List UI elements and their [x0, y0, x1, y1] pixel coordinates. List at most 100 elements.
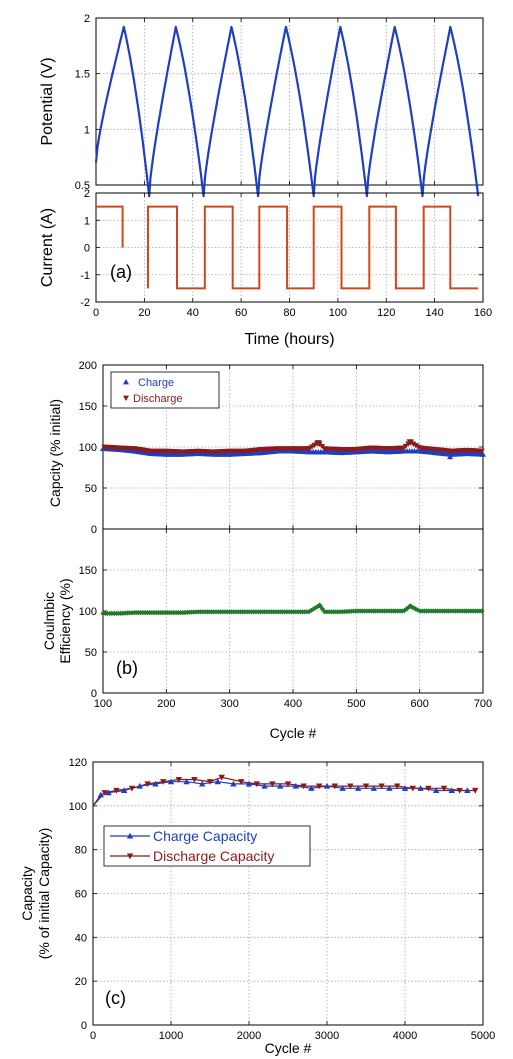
- discharge-capacity-point: [191, 776, 198, 783]
- discharge-capacity-point: [128, 785, 136, 792]
- y-axis-label-line: Coulmbic: [41, 592, 57, 650]
- y-tick-label: 200: [79, 360, 97, 372]
- plot-frame: [95, 192, 484, 303]
- charge-capacity-point: [292, 782, 299, 789]
- efficiency-point: [310, 606, 317, 612]
- efficiency-point: [404, 606, 410, 612]
- x-axis-label: Time (hours): [244, 331, 334, 348]
- charge-capacity-point: [370, 785, 377, 791]
- legend-charge-label: Charge Capacity: [153, 828, 257, 844]
- y-axis-label-line: Capacity: [19, 866, 35, 920]
- plot-frame: [92, 761, 484, 1026]
- x-tick-label: 3000: [315, 1030, 339, 1042]
- discharge-point: [410, 441, 417, 447]
- charge-point: [447, 453, 454, 460]
- panel-label: (c): [105, 988, 126, 1008]
- charge-capacity-point: [448, 787, 455, 794]
- x-tick-label: 200: [157, 698, 175, 710]
- discharge-capacity-point: [347, 783, 354, 790]
- y-tick-label: 40: [75, 932, 87, 944]
- y-tick-label: 0: [84, 243, 90, 255]
- x-tick-label: 160: [474, 307, 492, 319]
- efficiency-point: [308, 607, 314, 613]
- legend-charge-marker: [123, 379, 129, 385]
- charge-capacity-point: [167, 778, 175, 785]
- efficiency-point: [479, 608, 485, 614]
- y-tick-label: 1.5: [75, 69, 90, 81]
- x-tick-label: 140: [425, 307, 443, 319]
- discharge-capacity-point: [253, 781, 260, 788]
- y-tick-label: 2: [84, 188, 90, 200]
- charge-capacity-point: [245, 780, 253, 787]
- discharge-capacity-point: [113, 787, 120, 794]
- discharge-capacity-point: [206, 779, 214, 785]
- y-axis-label: Current (A): [39, 208, 56, 287]
- x-tick-label: 500: [347, 698, 365, 710]
- discharge-point: [314, 440, 322, 447]
- panel-b_efficiency: 0 50 100 150 100 200 300 400 500 600 700 CoulmbicEf…: [41, 528, 492, 741]
- y-tick-label: 0: [81, 1020, 87, 1032]
- y-tick-label: 20: [75, 976, 87, 988]
- charge-point: [480, 451, 486, 457]
- y-tick-label: 50: [85, 483, 97, 495]
- legend-discharge-label: Discharge: [133, 393, 183, 405]
- charge-capacity-point: [121, 787, 128, 794]
- discharge-capacity-point: [362, 783, 370, 790]
- charge-capacity-point: [214, 778, 221, 785]
- y-axis-label: Capcity (% initial): [47, 399, 63, 507]
- efficiency-point: [306, 609, 312, 615]
- efficiency-point: [410, 605, 416, 611]
- y-axis-label: Capacity(% of initial Capacity): [19, 828, 52, 960]
- x-tick-label: 4000: [393, 1030, 417, 1042]
- discharge-point: [402, 443, 409, 450]
- panel-a_potential: 0.5 1 1.5 2 Potential (V): [39, 13, 484, 198]
- y-tick-label: 1: [84, 215, 90, 227]
- legend-charge-marker: [126, 832, 134, 839]
- x-tick-label: 80: [283, 307, 295, 319]
- y-axis-label: Potential (V): [39, 57, 56, 145]
- charge-capacity-point: [323, 782, 331, 789]
- y-tick-label: 150: [79, 565, 97, 577]
- y-tick-label: 80: [75, 845, 87, 857]
- y-tick-label: 150: [79, 401, 97, 413]
- discharge-point: [478, 448, 485, 455]
- legend-box: [110, 371, 220, 409]
- discharge-capacity-point: [238, 779, 245, 785]
- x-tick-label: 400: [284, 698, 302, 710]
- panel-label: (a): [110, 262, 132, 282]
- y-tick-label: 60: [75, 889, 87, 901]
- charge-capacity-point: [136, 782, 143, 789]
- discharge-capacity-point: [300, 783, 307, 790]
- discharge-capacity-point: [175, 776, 182, 783]
- y-tick-label: 2: [84, 13, 90, 25]
- discharge-capacity-point: [218, 774, 225, 781]
- legend-discharge-marker: [123, 395, 129, 401]
- y-tick-label: 0: [91, 524, 97, 536]
- charge-capacity-point: [386, 785, 393, 791]
- discharge-capacity-point: [456, 787, 463, 794]
- charge-capacity-point: [464, 787, 471, 794]
- charge-capacity-point: [261, 782, 268, 789]
- discharge-capacity-point: [394, 783, 401, 790]
- charge-capacity-point: [105, 789, 112, 796]
- charge-capacity-point: [183, 778, 190, 785]
- x-tick-label: 60: [235, 307, 247, 319]
- x-tick-label: 0: [90, 1030, 96, 1042]
- charge-capacity-point: [433, 787, 440, 794]
- charge-capacity-point: [97, 791, 104, 798]
- charge-capacity-point: [339, 785, 346, 791]
- y-tick-label: 120: [69, 757, 87, 769]
- charge-capacity-point: [277, 782, 284, 789]
- y-axis-label-line: (% of initial Capacity): [36, 828, 52, 960]
- discharge-capacity-point: [160, 779, 167, 785]
- x-tick-label: 120: [377, 307, 395, 319]
- x-axis-label: Cycle #: [265, 1040, 312, 1056]
- y-axis-label-line: Efficiency (%): [57, 578, 73, 663]
- current-series-line: [96, 205, 124, 248]
- charge-capacity-point: [355, 785, 362, 791]
- legend-discharge-label: Discharge Capacity: [153, 848, 274, 864]
- charge-capacity-point: [230, 780, 237, 787]
- x-tick-label: 100: [94, 698, 112, 710]
- x-tick-label: 2000: [237, 1030, 261, 1042]
